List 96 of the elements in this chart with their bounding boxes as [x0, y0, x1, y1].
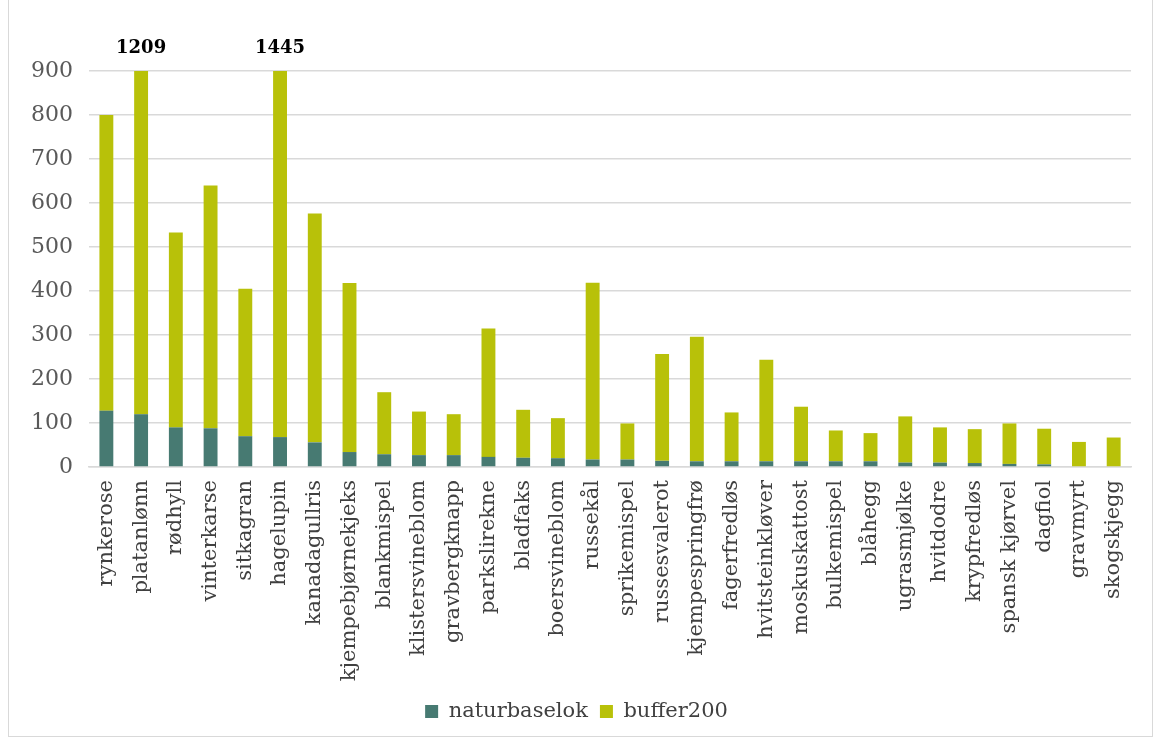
- annotation: 1445: [254, 35, 306, 57]
- bar: [828, 430, 843, 462]
- bar: [655, 353, 670, 461]
- y-tick-label: 100: [31, 408, 73, 434]
- bar: [828, 461, 843, 467]
- bar: [238, 436, 253, 467]
- x-tick-label: platanlønn: [127, 480, 152, 594]
- x-tick-label: russekål: [579, 479, 604, 570]
- x-tick-label: rynkerose: [92, 480, 117, 587]
- bar: [412, 411, 426, 456]
- bar: [203, 428, 218, 467]
- y-tick-label: 300: [31, 320, 73, 346]
- bar: [273, 437, 287, 467]
- bar: [759, 359, 774, 462]
- bar: [620, 423, 635, 460]
- x-tick-label: gravbergknapp: [440, 480, 465, 643]
- bar: [342, 283, 357, 453]
- x-tick-label: blåhegg: [856, 480, 881, 566]
- x-tick-label: kjempebjørnekjeks: [335, 480, 360, 682]
- bar: [585, 282, 600, 460]
- y-tick-label: 600: [31, 188, 73, 214]
- bar: [967, 429, 982, 464]
- y-tick-label: 400: [31, 276, 73, 302]
- bar: [655, 460, 670, 467]
- bar: [1002, 423, 1017, 464]
- bar: [134, 71, 149, 415]
- x-tick-label: kjempespringfrø: [683, 480, 708, 656]
- bar: [168, 232, 183, 428]
- annotation: 1209: [116, 35, 167, 57]
- y-tick-label: 500: [31, 232, 73, 258]
- x-tick-label: rødhyll: [162, 479, 187, 555]
- bar: [724, 461, 739, 467]
- bar: [933, 427, 947, 463]
- bar: [446, 414, 461, 456]
- bar: [689, 461, 704, 467]
- x-tick-label: hvitsteinkløver: [752, 479, 777, 639]
- bar: [1037, 428, 1052, 465]
- x-tick-label: hvitdodre: [926, 480, 951, 583]
- x-tick-label: boersvineblom: [544, 479, 569, 637]
- bar: [724, 412, 739, 462]
- x-tick-label: skogskjegg: [1100, 480, 1125, 599]
- bar: [1106, 437, 1121, 467]
- bar: [446, 455, 461, 467]
- x-tick-label: hagelupin: [266, 480, 291, 586]
- x-tick-label: klistersvineblom: [405, 479, 430, 656]
- x-tick-label: spansk kjørvel: [995, 479, 1020, 634]
- x-tick-label: parkslirekne: [474, 480, 499, 615]
- bar: [794, 461, 808, 467]
- bar: [689, 336, 704, 462]
- bar: [516, 409, 531, 458]
- x-tick-label: moskuskattost: [787, 479, 812, 635]
- x-tick-label: dagfiol: [1030, 479, 1055, 553]
- bar: [967, 463, 982, 467]
- x-tick-label: kanadagullris: [301, 480, 326, 626]
- bar: [168, 427, 183, 467]
- y-tick-label: 800: [31, 100, 73, 126]
- bar: [99, 410, 114, 467]
- bar: [377, 392, 392, 455]
- bar: [134, 414, 149, 467]
- x-tick-label: ugrasmjølke: [891, 480, 916, 612]
- bar: [412, 455, 426, 467]
- bar: [863, 433, 878, 462]
- bar: [203, 185, 218, 429]
- x-tick-label: krypfredløs: [961, 480, 986, 602]
- x-tick-label: fagerfredløs: [718, 480, 743, 611]
- bar: [307, 213, 322, 443]
- x-tick-label: russesvalerot: [648, 479, 673, 623]
- y-tick-label: 900: [31, 56, 73, 82]
- bar: [307, 442, 322, 467]
- x-tick-label: sprikemispel: [613, 479, 638, 617]
- x-tick-label: bladfaks: [509, 480, 534, 570]
- legend-label: buffer200: [623, 697, 728, 722]
- bar: [550, 458, 565, 467]
- bar: [1071, 441, 1086, 467]
- x-tick-label: gravmyrt: [1065, 479, 1090, 579]
- bar: [863, 461, 878, 467]
- y-tick-label: 200: [31, 364, 73, 390]
- x-tick-label: blankmispel: [370, 479, 395, 609]
- x-tick-label: sitkagran: [231, 480, 256, 581]
- x-tick-label: vinterkarse: [197, 480, 222, 603]
- y-tick-label: 700: [31, 144, 73, 170]
- bar: [238, 288, 253, 437]
- bar: [99, 115, 114, 411]
- bar: [516, 457, 531, 467]
- bar: [550, 418, 565, 459]
- bar: [273, 71, 287, 438]
- bar: [898, 416, 913, 463]
- legend-label: naturbaselok: [448, 697, 589, 722]
- bar: [377, 454, 392, 467]
- y-tick-label: 0: [59, 452, 73, 478]
- bar: [481, 328, 496, 457]
- bar: [794, 406, 808, 462]
- bar: [481, 456, 496, 467]
- bar: [759, 461, 774, 467]
- bar: [342, 452, 357, 467]
- x-tick-label: bulkemispel: [822, 479, 847, 609]
